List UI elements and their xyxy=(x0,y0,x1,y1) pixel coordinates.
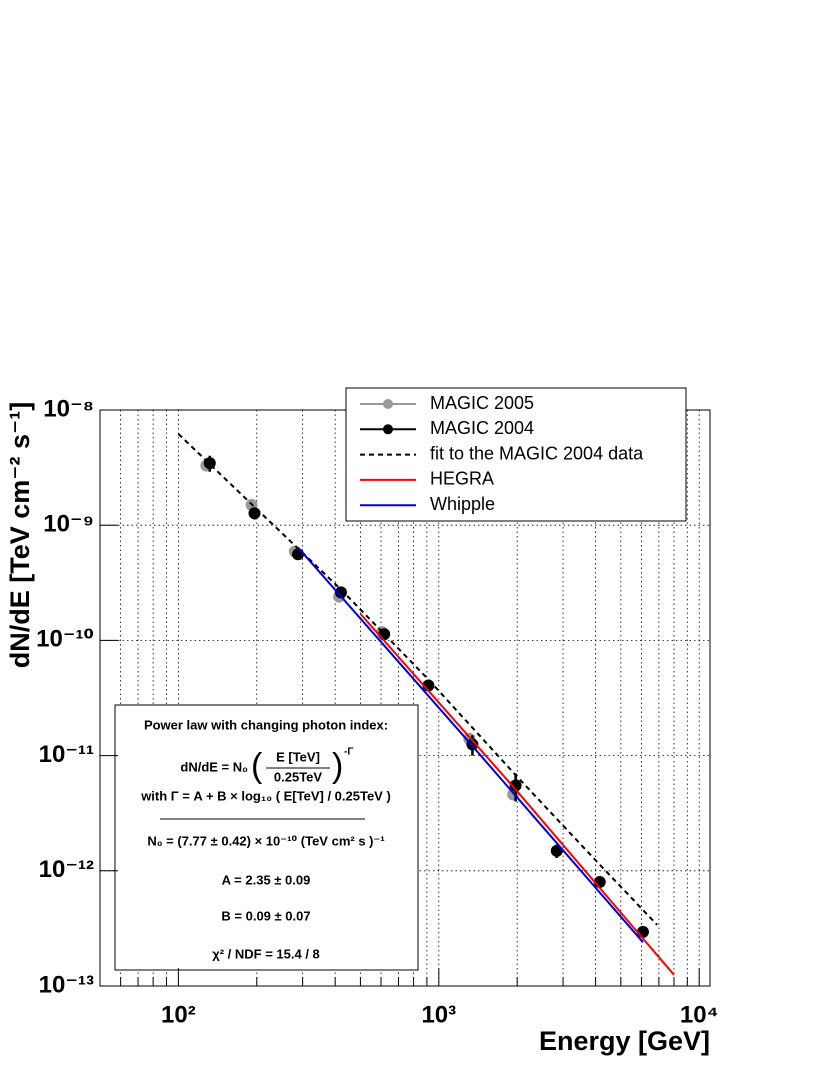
paren: ( xyxy=(251,747,263,785)
stats-title: Power law with changing photon index: xyxy=(144,717,388,732)
legend-label: MAGIC 2004 xyxy=(430,418,534,438)
chi2: χ² / NDF = 15.4 / 8 xyxy=(212,946,320,961)
legend-label: MAGIC 2005 xyxy=(430,393,534,413)
y-tick-label: 10⁻⁸ xyxy=(43,395,94,422)
y-tick-label: 10⁻⁹ xyxy=(43,511,94,538)
marker xyxy=(248,507,261,520)
param-a: A = 2.35 ± 0.09 xyxy=(222,872,311,887)
marker xyxy=(292,548,305,561)
formula-den: 0.25TeV xyxy=(274,769,323,784)
gamma-def: with Γ = A + B × log₁₀ ( E[TeV] / 0.25Te… xyxy=(140,788,391,803)
formula-exp: -Γ xyxy=(344,747,353,758)
x-axis-title: Energy [GeV] xyxy=(539,1026,710,1056)
paren: ) xyxy=(332,747,343,785)
y-tick-label: 10⁻¹³ xyxy=(39,971,94,998)
x-tick-label: 10² xyxy=(161,1001,196,1028)
formula-lhs: dN/dE = N₀ xyxy=(180,759,248,774)
y-tick-label: 10⁻¹⁰ xyxy=(36,626,94,653)
legend-box xyxy=(345,387,687,522)
formula-num: E [TeV] xyxy=(276,749,320,764)
marker xyxy=(334,586,347,599)
param-b: B = 0.09 ± 0.07 xyxy=(221,908,310,923)
legend-marker xyxy=(383,424,393,435)
legend-label: Whipple xyxy=(430,494,495,514)
legend-label: fit to the MAGIC 2004 data xyxy=(430,443,644,463)
legend-marker xyxy=(383,399,393,409)
series-line xyxy=(359,613,675,976)
legend-label: HEGRA xyxy=(430,469,494,489)
x-tick-label: 10³ xyxy=(421,1001,456,1028)
y-axis-title: dN/dE [TeV cm⁻² s⁻¹] xyxy=(5,402,35,669)
series-line xyxy=(297,546,644,943)
stats-box xyxy=(114,704,419,971)
marker xyxy=(509,779,522,792)
n0: N₀ = (7.77 ± 0.42) × 10⁻¹⁰ (TeV cm² s )⁻… xyxy=(147,833,384,848)
y-tick-label: 10⁻¹¹ xyxy=(39,741,94,768)
x-tick-label: 10⁴ xyxy=(680,1001,719,1028)
y-tick-label: 10⁻¹² xyxy=(39,856,94,883)
